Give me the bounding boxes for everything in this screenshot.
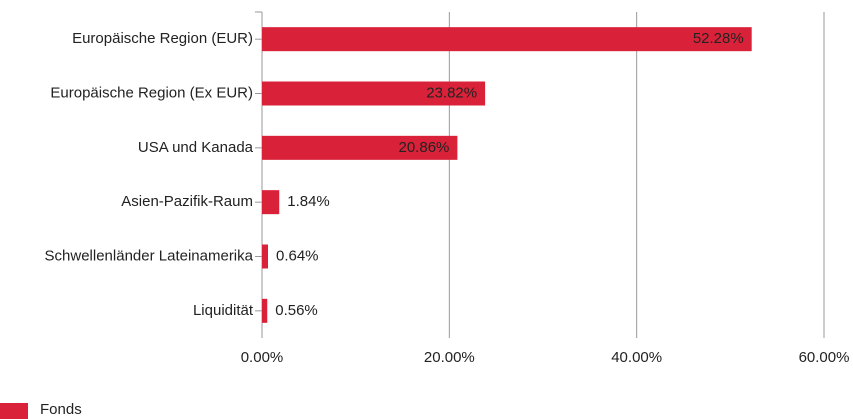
x-tick-label: 20.00%: [424, 349, 475, 366]
data-label: 20.86%: [399, 139, 450, 156]
data-label: 0.56%: [275, 302, 318, 319]
y-tick-label: Schwellenländer Lateinamerika: [45, 247, 254, 264]
legend-swatch: [0, 403, 28, 419]
bar: [262, 81, 486, 106]
data-label: 23.82%: [426, 84, 477, 101]
x-tick-label: 60.00%: [799, 349, 850, 366]
y-tick-label: USA und Kanada: [138, 139, 254, 156]
y-tick-label: Liquidität: [193, 302, 254, 319]
bar: [262, 135, 458, 160]
y-tick-label: Europäische Region (Ex EUR): [50, 84, 253, 101]
data-label: 1.84%: [287, 193, 330, 210]
bar: [262, 298, 268, 323]
data-label: 0.64%: [276, 247, 319, 264]
y-tick-label: Asien-Pazifik-Raum: [121, 193, 253, 210]
bar: [262, 244, 268, 269]
x-tick-label: 40.00%: [611, 349, 662, 366]
legend-label: Fonds: [40, 401, 82, 418]
x-tick-label: 0.00%: [241, 349, 284, 366]
bar: [262, 190, 280, 215]
data-label: 52.28%: [693, 30, 744, 47]
y-tick-label: Europäische Region (EUR): [72, 30, 253, 47]
bar: [262, 27, 752, 52]
